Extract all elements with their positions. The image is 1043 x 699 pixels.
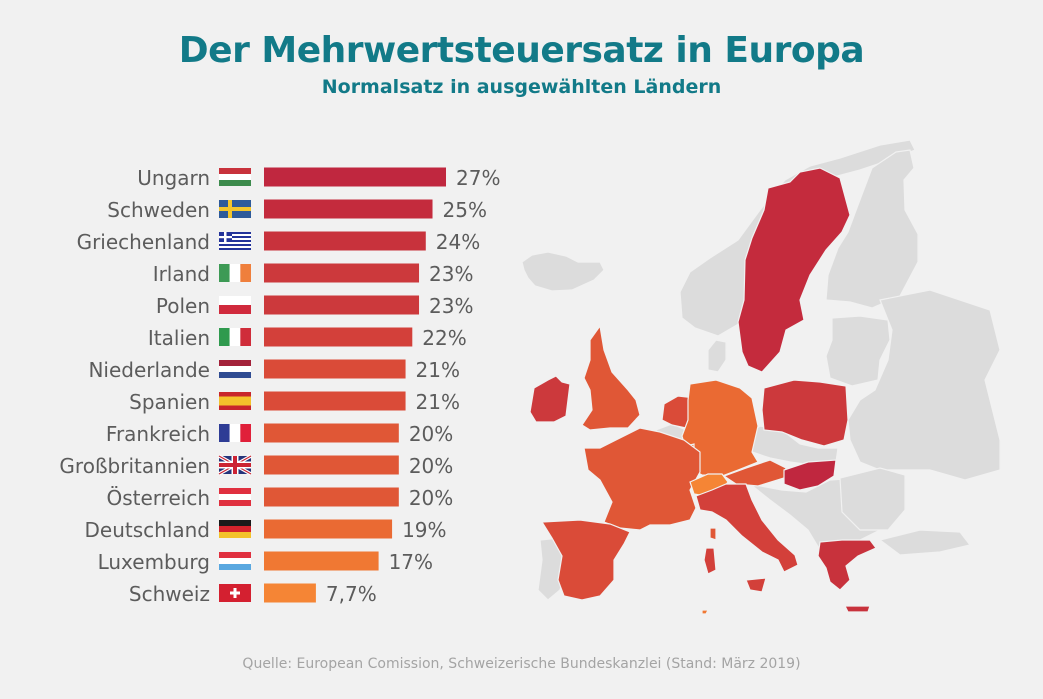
flag-icon-hu [219,168,251,186]
bar [264,263,420,283]
flag-icon-pl [219,296,251,314]
bar-row: Schweiz 7,7% [129,582,377,606]
category-label: Schweden [107,198,210,222]
bar-row: Griechenland 24% [77,230,481,254]
flag-icon-fr [219,424,251,442]
source-note: Quelle: European Comission, Schweizerisc… [242,656,801,672]
map-romania-bulgaria [839,467,906,531]
value-label: 20% [409,486,453,510]
bar-row: Luxemburg 17% [98,550,433,574]
category-label: Schweiz [129,582,210,606]
flag-icon-it [219,328,251,346]
map-malta [701,609,709,615]
bar [264,295,420,315]
flag-icon-ie [219,264,251,282]
value-label: 23% [429,294,473,318]
map-turkey [878,529,972,556]
category-label: Niederlande [88,358,210,382]
value-label: 7,7% [326,582,377,606]
map-sicily [745,577,767,593]
map-germany [681,379,759,477]
bar-row: Schweden 25% [107,198,487,222]
category-label: Großbritannien [59,454,210,478]
value-label: 21% [416,390,460,414]
flag-icon-de [219,520,251,538]
map-poland [761,379,849,447]
category-label: Ungarn [137,166,210,190]
map-hungary [783,459,837,491]
map-spain [540,519,631,601]
bar-row: Spanien 21% [129,390,460,414]
value-label: 22% [422,326,466,350]
map-ireland [529,375,571,423]
bar [264,359,406,379]
value-label: 17% [389,550,433,574]
category-label: Griechenland [77,230,210,254]
bar-row: Italien 22% [148,326,467,350]
flag-icon-gb [218,454,252,476]
map-corsica [709,527,717,541]
bar [264,327,413,347]
bar-row: Frankreich 20% [106,422,453,446]
value-label: 24% [436,230,480,254]
value-label: 20% [409,454,453,478]
map-sardinia [703,547,717,575]
europe-map [521,139,1001,615]
bar-chart: Ungarn 27% Schweden 25% Griechenland 24% Irlan… [59,166,500,606]
value-label: 25% [443,198,487,222]
bar-row: Deutschland 19% [85,518,447,542]
map-finland [825,149,919,309]
bar [264,487,399,507]
map-uk [581,324,641,431]
value-label: 20% [409,422,453,446]
category-label: Luxemburg [98,550,210,574]
value-label: 19% [402,518,446,542]
flag-icon-se [219,200,251,218]
bar [264,583,316,603]
bar-row: Niederlande 21% [88,358,460,382]
flag-icon-at [219,488,251,506]
bar-row: Großbritannien 20% [59,454,453,478]
bar [264,391,406,411]
bar [264,551,379,571]
value-label: 23% [429,262,473,286]
bar [264,455,399,475]
category-label: Österreich [107,486,211,510]
category-label: Polen [156,294,210,318]
category-label: Deutschland [85,518,211,542]
page-subtitle: Normalsatz in ausgewählten Ländern [321,76,722,98]
bar [264,167,446,187]
map-iceland [521,251,605,292]
flag-icon-gr [219,232,251,250]
bar [264,519,393,539]
bar [264,423,399,443]
category-label: Frankreich [106,422,210,446]
bar-row: Polen 23% [156,294,474,318]
flag-icon-es [219,392,251,410]
category-label: Italien [148,326,210,350]
map-denmark [707,339,727,373]
map-greece [817,539,877,591]
bar-row: Ungarn 27% [137,166,500,190]
map-italy [695,483,799,573]
bar-row: Österreich 20% [107,486,454,510]
category-label: Spanien [129,390,210,414]
bar [264,199,433,219]
bar [264,231,426,251]
map-france [583,427,701,531]
value-label: 21% [416,358,460,382]
page-title: Der Mehrwertsteuersatz in Europa [178,30,865,71]
map-crete [844,605,871,613]
map-baltics [825,315,891,387]
flag-icon-nl [219,360,251,378]
category-label: Irland [153,262,210,286]
value-label: 27% [456,166,500,190]
flag-icon-ch [219,584,251,602]
bar-row: Irland 23% [153,262,474,286]
map-russia-belarus-ukraine [847,289,1001,481]
flag-icon-lu [219,552,251,570]
map-sweden [737,167,851,373]
